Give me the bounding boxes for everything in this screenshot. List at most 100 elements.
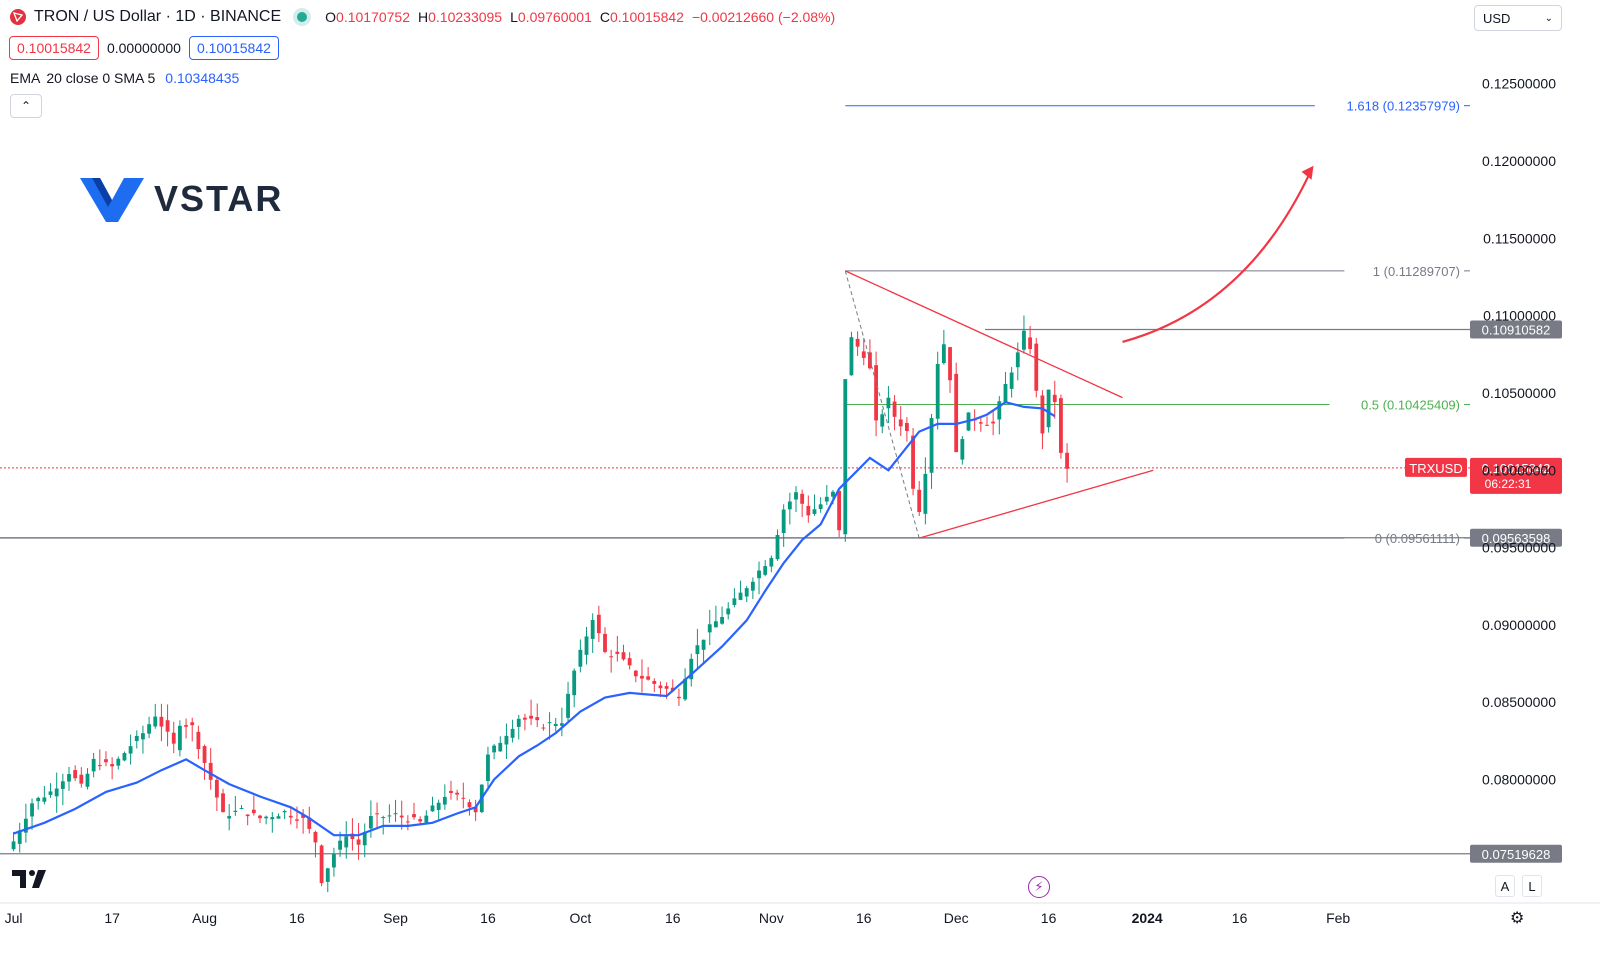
candle-body bbox=[214, 779, 219, 798]
candle-body bbox=[325, 868, 330, 882]
candle-body bbox=[794, 492, 798, 500]
log-scale-button[interactable]: L bbox=[1522, 875, 1542, 897]
tradingview-logo-icon[interactable] bbox=[12, 870, 46, 893]
x-tick-label: 16 bbox=[480, 910, 496, 926]
candle-body bbox=[1015, 352, 1020, 368]
candle-body bbox=[128, 746, 133, 754]
ema-params: 20 close 0 SMA 5 bbox=[46, 70, 156, 86]
candle-body bbox=[184, 725, 188, 727]
candle-body bbox=[1052, 394, 1057, 403]
candle-body bbox=[245, 814, 250, 817]
vstar-logo-icon bbox=[80, 178, 144, 222]
level-axis-tag bbox=[1470, 528, 1562, 547]
y-tick-label: 0.10000000 bbox=[1482, 462, 1556, 478]
fib-label: 1.618 (0.12357979) bbox=[1347, 99, 1460, 114]
market-open-icon bbox=[297, 12, 308, 22]
candle-body bbox=[67, 774, 71, 782]
level-axis-tag bbox=[1470, 320, 1562, 339]
brand-logo: VSTAR bbox=[80, 176, 283, 222]
candle-body bbox=[1022, 330, 1026, 350]
candle-body bbox=[695, 645, 700, 655]
candle-body bbox=[42, 797, 47, 802]
candle-body bbox=[221, 793, 225, 813]
candle-body bbox=[85, 773, 90, 787]
level-axis-label: 0.10910582 bbox=[1482, 322, 1551, 337]
auto-scale-button[interactable]: A bbox=[1495, 875, 1515, 897]
candle-body bbox=[405, 821, 410, 823]
triangle-trendline bbox=[919, 469, 1154, 539]
ema-legend[interactable]: EMA 20 close 0 SMA 5 0.10348435 bbox=[10, 70, 239, 86]
candle-body bbox=[171, 732, 176, 744]
candle-body bbox=[757, 570, 761, 579]
candle-body bbox=[701, 639, 706, 650]
candle-body bbox=[48, 791, 53, 795]
candle-body bbox=[295, 819, 299, 821]
buy-price-button[interactable]: 0.10015842 bbox=[188, 36, 279, 60]
x-tick-label: 16 bbox=[856, 910, 872, 926]
candle-body bbox=[11, 841, 16, 850]
candle-body bbox=[775, 534, 780, 560]
y-tick-label: 0.11000000 bbox=[1483, 308, 1556, 324]
y-tick-label: 0.09500000 bbox=[1482, 540, 1556, 556]
x-tick-label: Nov bbox=[759, 910, 784, 926]
candle-body bbox=[529, 715, 533, 719]
candle-body bbox=[997, 401, 1002, 420]
candle-body bbox=[738, 592, 743, 600]
candle-body bbox=[362, 831, 367, 846]
candle-body bbox=[418, 819, 423, 822]
x-tick-label: 16 bbox=[289, 910, 305, 926]
candle-body bbox=[874, 365, 878, 421]
y-tick-label: 0.12500000 bbox=[1482, 76, 1556, 92]
candle-body bbox=[763, 566, 768, 575]
candle-body bbox=[282, 811, 287, 813]
currency-value: USD bbox=[1483, 10, 1511, 26]
currency-select[interactable]: USD ⌄ bbox=[1474, 5, 1562, 31]
candle-body bbox=[572, 670, 577, 696]
chevron-down-icon: ⌄ bbox=[1544, 12, 1553, 24]
candle-body bbox=[590, 619, 595, 639]
candle-body bbox=[436, 802, 441, 810]
candle-body bbox=[208, 762, 213, 780]
candle-body bbox=[904, 422, 909, 431]
ema-line-group bbox=[13, 401, 1056, 837]
candle-body bbox=[578, 649, 583, 667]
collapse-legend-button[interactable]: ⌃ bbox=[10, 94, 42, 118]
candle-body bbox=[664, 686, 669, 689]
candle-body bbox=[356, 839, 361, 845]
candle-body bbox=[892, 401, 897, 417]
candle-body bbox=[818, 504, 823, 509]
x-tick-label: Sep bbox=[383, 910, 408, 926]
sell-price-button[interactable]: 0.10015842 bbox=[9, 36, 99, 60]
lightning-icon[interactable]: ⚡ bbox=[1028, 876, 1050, 898]
candle-body bbox=[233, 810, 238, 812]
y-tick-label: 0.11500000 bbox=[1483, 230, 1556, 246]
candle-body bbox=[911, 435, 915, 489]
candle-body bbox=[812, 509, 817, 514]
candle-body bbox=[449, 790, 453, 793]
candle-body bbox=[689, 658, 694, 680]
candle-body bbox=[615, 651, 620, 654]
x-tick-label: Dec bbox=[944, 910, 969, 926]
candle-body bbox=[430, 805, 435, 812]
candle-body bbox=[523, 717, 527, 720]
candle-body bbox=[941, 344, 946, 364]
candle-body bbox=[553, 723, 558, 727]
candle-body bbox=[633, 670, 638, 677]
candle-body bbox=[978, 422, 983, 424]
y-tick-label: 0.10500000 bbox=[1482, 385, 1556, 401]
gear-icon[interactable]: ⚙ bbox=[1510, 910, 1525, 927]
symbol-title[interactable]: TRON / US Dollar · 1D · BINANCE bbox=[34, 8, 282, 25]
ema-value: 0.10348435 bbox=[165, 70, 240, 86]
x-tick-label: Aug bbox=[192, 910, 217, 926]
candle-body bbox=[1040, 395, 1045, 434]
candle-body bbox=[196, 731, 201, 750]
candle-body bbox=[104, 759, 108, 763]
candle-body bbox=[596, 614, 601, 634]
candle-body bbox=[486, 754, 490, 781]
candle-body bbox=[399, 815, 404, 818]
candle-body bbox=[516, 718, 521, 727]
x-tick-label: Oct bbox=[569, 910, 591, 926]
candle-body bbox=[800, 493, 805, 504]
ohlc-values: O0.10170752 H0.10233095 L0.09760001 C0.1… bbox=[325, 9, 835, 25]
